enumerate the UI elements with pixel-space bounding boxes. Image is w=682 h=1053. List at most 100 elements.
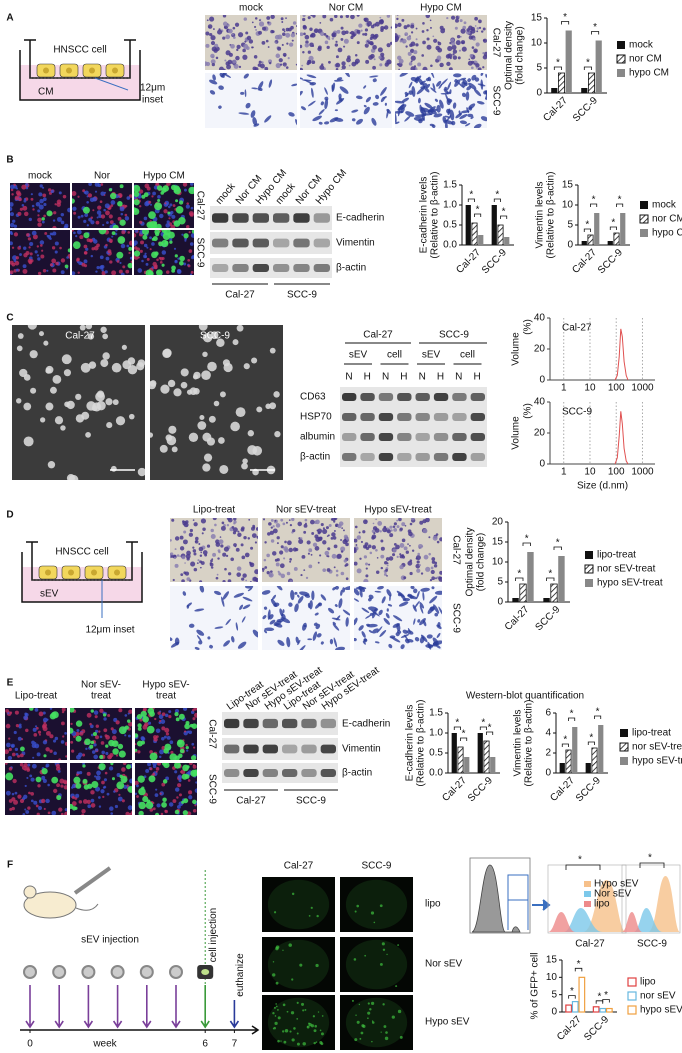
flow-hypo — [583, 880, 626, 932]
texture-dot — [396, 15, 399, 17]
texture-dot — [86, 224, 89, 227]
blot-band — [262, 769, 278, 777]
texture-dot — [224, 567, 227, 571]
texture-dot — [103, 728, 108, 733]
texture-dot — [248, 518, 251, 521]
texture-dot — [72, 271, 76, 275]
texture-cell — [320, 594, 327, 601]
texture-dot — [195, 781, 197, 784]
blot-band — [452, 433, 467, 441]
texture-cell — [368, 594, 374, 600]
texture-dot — [240, 527, 245, 532]
texture-dot — [58, 191, 62, 195]
texture-dot — [277, 1016, 281, 1020]
texture-dot — [111, 362, 122, 373]
texture-dot — [410, 41, 416, 47]
texture-cell — [297, 639, 301, 646]
texture-dot — [364, 43, 369, 48]
texture-dot — [304, 1008, 307, 1011]
micrograph — [205, 73, 297, 128]
texture-dot — [237, 532, 242, 537]
texture-dot — [5, 749, 10, 755]
texture-dot — [191, 742, 195, 746]
texture-dot — [194, 788, 197, 793]
texture-dot — [389, 525, 393, 529]
texture-dot — [42, 740, 48, 745]
texture-dot — [66, 256, 69, 259]
texture-dot — [439, 570, 442, 575]
texture-dot — [87, 333, 95, 340]
texture-cell — [422, 620, 427, 627]
texture-dot — [85, 747, 88, 751]
significance-mark: * — [563, 735, 567, 746]
texture-dot — [122, 763, 127, 766]
legend-swatch — [627, 977, 637, 987]
blot-strip — [222, 712, 338, 735]
texture-dot — [143, 723, 147, 727]
timeline-tick-label: 0 — [27, 1039, 33, 1050]
blot-strip — [340, 427, 487, 447]
texture-dot — [268, 522, 272, 526]
texture-dot — [89, 722, 92, 726]
timeline-axis — [20, 1025, 260, 1035]
texture-dot — [241, 577, 245, 581]
texture-cell — [468, 106, 473, 111]
texture-dot — [124, 734, 127, 737]
texture-dot — [354, 910, 357, 913]
texture-dot — [222, 15, 227, 18]
texture-dot — [322, 15, 327, 19]
chart-title: SCC-9 — [562, 407, 592, 418]
texture-cell — [237, 641, 247, 649]
texture-dot — [340, 546, 346, 552]
texture-cell — [429, 595, 438, 604]
texture-dot — [326, 568, 331, 572]
texture-dot — [380, 28, 384, 32]
texture-dot — [72, 230, 74, 232]
texture-dot — [401, 38, 407, 44]
texture-dot — [425, 518, 430, 523]
column-label: treat — [156, 691, 176, 702]
texture-dot — [275, 62, 281, 69]
texture-dot — [170, 750, 174, 755]
texture-dot — [254, 569, 258, 575]
legend-label: hypo sEV-treat — [632, 756, 682, 767]
texture-cell — [372, 78, 377, 83]
bar — [578, 976, 586, 1013]
texture-dot — [423, 554, 429, 560]
sev-dose — [139, 965, 154, 979]
texture-dot — [270, 526, 273, 529]
texture-dot — [364, 545, 367, 549]
texture-dot — [364, 32, 368, 36]
texture-dot — [185, 745, 189, 750]
texture-cell — [302, 79, 312, 82]
texture-dot — [230, 43, 235, 49]
texture-dot — [56, 216, 62, 222]
texture-dot — [317, 1011, 320, 1013]
texture-dot — [51, 776, 59, 784]
texture-dot — [186, 730, 190, 734]
texture-dot — [187, 264, 191, 268]
texture-dot — [310, 906, 313, 909]
texture-dot — [159, 213, 164, 219]
texture-cell — [436, 632, 441, 639]
blot-band — [313, 238, 330, 248]
significance-bracket — [493, 198, 501, 202]
texture-dot — [223, 546, 229, 552]
texture-dot — [78, 770, 83, 775]
texture-dot — [421, 30, 425, 33]
texture — [267, 939, 330, 990]
texture-dot — [203, 453, 213, 462]
texture-dot — [235, 55, 240, 61]
flow-nor — [563, 908, 603, 932]
texture-dot — [227, 579, 232, 582]
bar — [551, 88, 558, 93]
row-label: Cal-27 — [450, 535, 461, 565]
significance-mark: * — [488, 723, 492, 734]
texture-dot — [358, 23, 363, 28]
texture-cell — [477, 83, 486, 87]
texture-dot — [134, 233, 137, 238]
blot-band — [224, 769, 240, 777]
texture-dot — [373, 921, 376, 924]
texture-dot — [312, 542, 318, 547]
bar — [581, 88, 588, 93]
